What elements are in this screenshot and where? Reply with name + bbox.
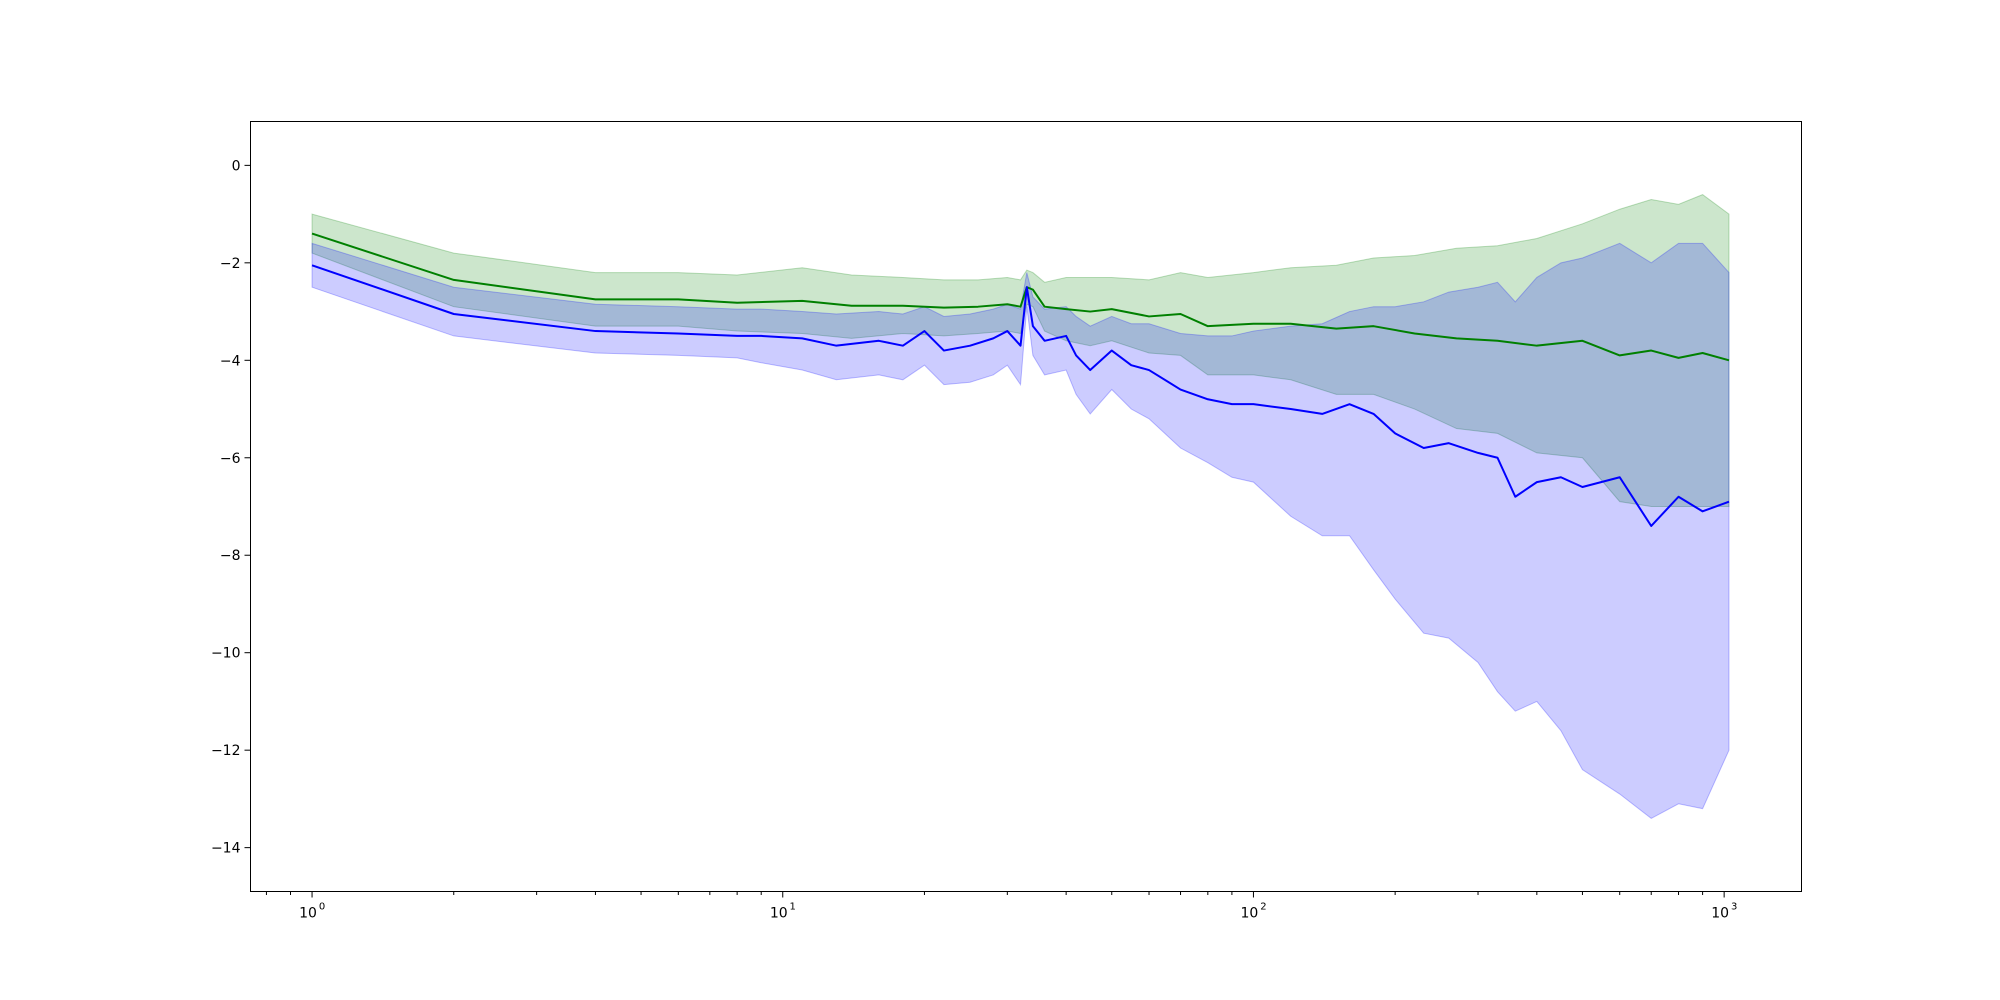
series-lines	[311, 232, 1730, 527]
y-axis-ticks: 0 −2 −4 −6 −8 −10 −12 −14	[211, 158, 251, 857]
x-tick-label-1: 10	[770, 906, 788, 922]
y-tick-label-2: −4	[220, 353, 241, 369]
confidence-bands	[311, 194, 1730, 819]
x-tick-exponent-0: 0	[319, 902, 325, 913]
x-tick-exponent-2: 2	[1260, 902, 1266, 913]
y-tick-label-1: −2	[220, 256, 241, 272]
series-1-band	[311, 242, 1730, 819]
y-tick-label-3: −6	[220, 451, 241, 467]
y-tick-label-7: −14	[211, 841, 241, 857]
x-tick-label-3: 10	[1711, 906, 1729, 922]
y-tick-label-0: 0	[232, 158, 241, 174]
x-tick-label-2: 10	[1241, 906, 1259, 922]
x-tick-exponent-1: 1	[790, 902, 796, 913]
series-0-band	[311, 194, 1730, 507]
series-0-line	[311, 232, 1730, 362]
x-tick-label-0: 10	[299, 906, 317, 922]
plot-frame	[250, 121, 1802, 892]
x-tick-exponent-3: 3	[1731, 902, 1737, 913]
y-tick-label-6: −12	[211, 743, 241, 759]
y-tick-label-4: −8	[220, 548, 241, 564]
y-tick-label-5: −10	[211, 646, 241, 662]
series-1-line	[311, 264, 1730, 527]
x-axis-ticks: 10 0 10 1 10 2 10 3	[265, 891, 1737, 922]
